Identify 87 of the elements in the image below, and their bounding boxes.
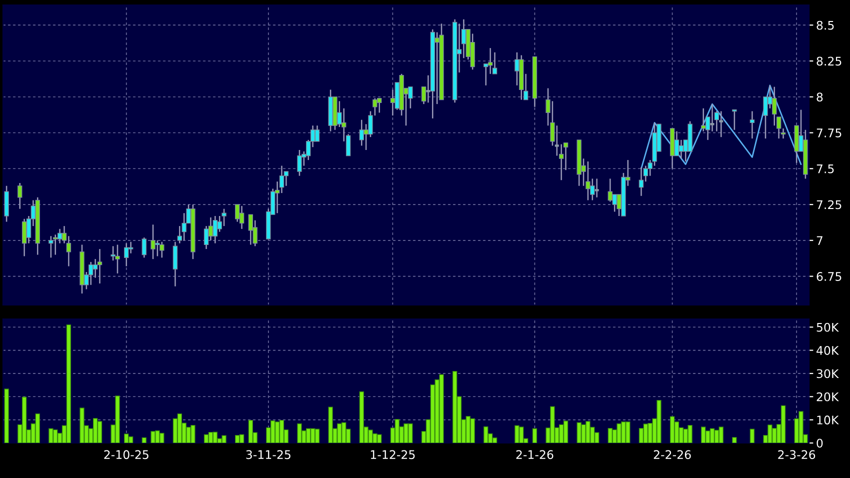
bar <box>492 438 498 443</box>
x-tick-label: 1-12-25 <box>370 450 415 460</box>
bar <box>732 437 737 443</box>
candlestick <box>22 218 27 257</box>
bar <box>670 416 675 443</box>
bar <box>279 420 284 443</box>
bar <box>532 428 538 443</box>
candlestick <box>732 109 737 131</box>
bar <box>470 418 475 443</box>
bar <box>608 428 613 443</box>
candlestick <box>48 235 54 258</box>
bar <box>616 423 622 443</box>
bar <box>452 371 458 443</box>
y-tick-label: 0 <box>816 438 823 448</box>
bar <box>239 434 244 443</box>
y-tick-label: 7 <box>816 236 822 245</box>
candlestick <box>239 205 244 230</box>
candlestick <box>514 52 520 86</box>
y-tick-label: 10K <box>817 416 839 424</box>
bar <box>314 428 320 443</box>
candlestick <box>678 139 684 160</box>
bar <box>750 428 755 443</box>
bar <box>328 406 333 443</box>
bar <box>212 432 218 443</box>
bar <box>48 428 54 443</box>
bar <box>124 434 129 443</box>
bar <box>297 423 302 443</box>
x-tick-label: 2-2-26 <box>654 450 691 460</box>
x-tick-label: 2-3-26 <box>778 450 816 460</box>
candlestick <box>359 119 364 146</box>
bar <box>204 434 209 443</box>
bar <box>22 396 27 443</box>
bar <box>310 428 316 443</box>
line-series <box>640 84 802 170</box>
bar <box>248 420 254 443</box>
candlestick <box>248 214 254 246</box>
bar <box>128 436 134 443</box>
bar <box>718 426 724 443</box>
y-tick-label: 20K <box>816 392 839 402</box>
bar <box>484 426 488 443</box>
x-tick-label: 2-10-25 <box>104 450 148 460</box>
bar <box>705 430 710 443</box>
y-tick-label: 6.75 <box>816 272 842 281</box>
x-tick-label: 2-1-26 <box>516 450 554 460</box>
bar <box>701 426 706 443</box>
bar <box>208 432 214 443</box>
bar <box>234 435 240 443</box>
candlestick <box>128 241 134 254</box>
candlestick <box>97 248 102 284</box>
bar <box>274 422 280 443</box>
candlestick <box>314 124 320 142</box>
bar <box>688 425 692 443</box>
candlestick <box>492 52 498 75</box>
y-tick-label: 8.25 <box>816 56 842 66</box>
bar <box>714 430 720 443</box>
y-tick-label: 40K <box>816 346 839 355</box>
bar <box>97 421 102 443</box>
bar <box>780 405 786 443</box>
bar <box>558 424 564 443</box>
candlestick <box>488 47 493 75</box>
candlestick <box>701 108 706 132</box>
candlestick <box>124 242 129 267</box>
y-tick-label: 8.5 <box>816 20 834 30</box>
bar <box>563 420 568 443</box>
x-tick-label: 3-11-25 <box>246 450 290 460</box>
candlestick <box>182 212 186 242</box>
bar <box>4 388 9 443</box>
y-tick-label: 8 <box>816 92 823 102</box>
bar <box>643 424 648 443</box>
bar <box>514 425 520 443</box>
candlestick <box>674 130 680 156</box>
candlestick <box>18 182 22 210</box>
candlestick <box>608 178 613 202</box>
candlestick <box>750 110 755 140</box>
y-tick-label: 7.25 <box>816 200 842 210</box>
y-tick-label: 30K <box>816 369 839 378</box>
bar <box>710 428 715 443</box>
y-tick-label: 7.5 <box>816 164 834 174</box>
candlestick <box>172 241 178 287</box>
bar <box>92 418 98 443</box>
candlestick <box>638 166 644 197</box>
bar <box>66 324 72 443</box>
y-tick-label: 7.75 <box>816 128 842 138</box>
y-tick-label: 50K <box>816 322 839 332</box>
bar <box>35 413 40 443</box>
bar <box>142 437 146 443</box>
candlestick <box>142 236 146 258</box>
